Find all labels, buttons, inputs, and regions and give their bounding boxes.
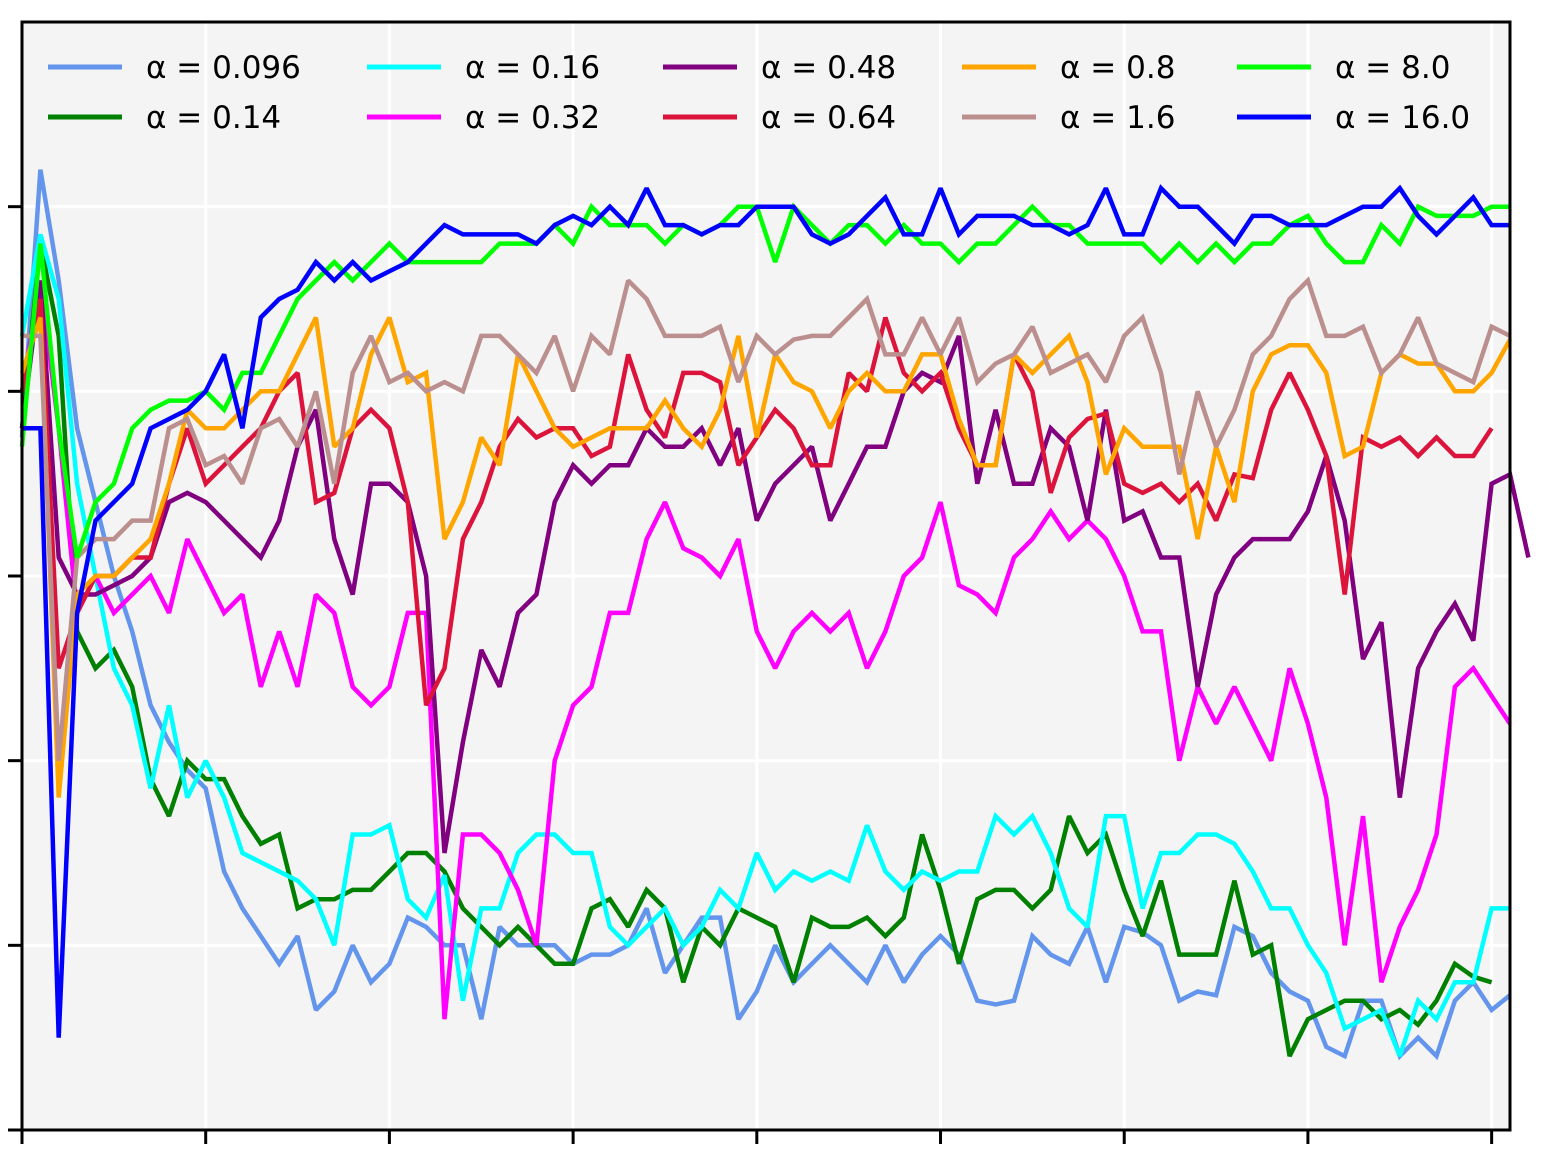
legend-label: α = 0.48	[761, 50, 896, 86]
series-line-8	[19, 202, 1510, 559]
legend-item-5: α = 0.64	[663, 100, 896, 136]
series-line-1	[19, 243, 1493, 1058]
legend-label: α = 0.14	[146, 100, 281, 136]
legend-item-1: α = 0.14	[48, 100, 281, 136]
legend-item-8: α = 8.0	[1237, 50, 1450, 86]
legend-item-9: α = 16.0	[1237, 100, 1470, 136]
legend-item-6: α = 0.8	[962, 50, 1175, 86]
series-line-9	[22, 184, 1510, 1038]
legend-label: α = 1.6	[1060, 100, 1175, 136]
series-line-6	[19, 316, 1512, 798]
legend-label: α = 0.32	[465, 100, 600, 136]
legend-item-2: α = 0.16	[367, 50, 600, 86]
series-line-0	[19, 169, 1512, 1061]
series-line-7	[22, 276, 1512, 761]
legend: α = 0.096 α = 0.14 α = 0.16 α = 0.32 α = 0.4…	[48, 50, 1470, 136]
legend-label: α = 0.096	[146, 50, 301, 86]
legend-item-3: α = 0.32	[367, 100, 600, 136]
legend-label: α = 0.8	[1060, 50, 1175, 86]
legend-label: α = 8.0	[1335, 50, 1450, 86]
series-line-4	[19, 280, 1531, 854]
legend-label: α = 0.64	[761, 100, 896, 136]
legend-label: α = 0.16	[465, 50, 600, 86]
legend-label: α = 16.0	[1335, 100, 1470, 136]
legend-item-7: α = 1.6	[962, 100, 1175, 136]
series-layer	[19, 169, 1531, 1061]
legend-item-0: α = 0.096	[48, 50, 301, 86]
series-line-2	[19, 233, 1510, 1057]
series-line-3	[19, 280, 1512, 1020]
axes	[8, 20, 1512, 1144]
legend-item-4: α = 0.48	[663, 50, 896, 86]
